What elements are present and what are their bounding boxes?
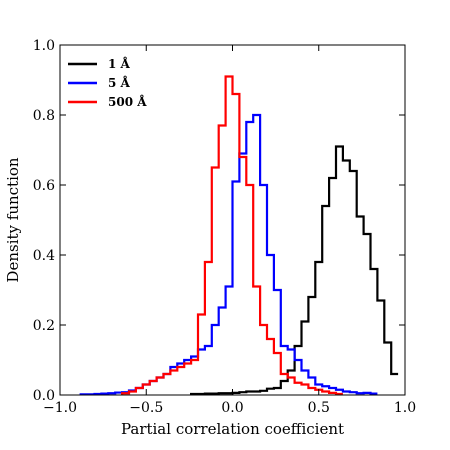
y-tick-label-0: 0.0 — [33, 388, 55, 404]
x-tick-label-4: 1.0 — [394, 400, 416, 416]
plot-series — [79, 75, 399, 396]
legend-label-2: 500 Å — [108, 94, 147, 109]
y-tick-label-3: 0.6 — [33, 178, 55, 194]
x-tick-label-0: −1.0 — [43, 400, 77, 416]
series-line-2 — [121, 75, 343, 396]
x-tick-label-2: 0.0 — [221, 400, 243, 416]
x-axis: −1.0 −0.5 0.0 0.5 1.0 — [43, 45, 416, 416]
x-tick-label-1: −0.5 — [129, 400, 163, 416]
x-tick-label-3: 0.5 — [308, 400, 330, 416]
y-tick-label-4: 0.8 — [33, 108, 55, 124]
x-axis-label: Partial correlation coefficient — [121, 420, 344, 438]
y-tick-label-5: 1.0 — [33, 38, 55, 54]
y-axis-label: Density function — [4, 157, 22, 282]
legend: 1 Å 5 Å 500 Å — [68, 56, 147, 109]
series-line-1 — [79, 113, 378, 396]
y-axis: 0.0 0.2 0.4 0.6 0.8 1.0 — [33, 38, 405, 404]
legend-label-0: 1 Å — [108, 56, 131, 71]
y-tick-label-1: 0.2 — [33, 318, 55, 334]
legend-label-1: 5 Å — [108, 75, 131, 90]
y-tick-label-2: 0.4 — [33, 248, 55, 264]
